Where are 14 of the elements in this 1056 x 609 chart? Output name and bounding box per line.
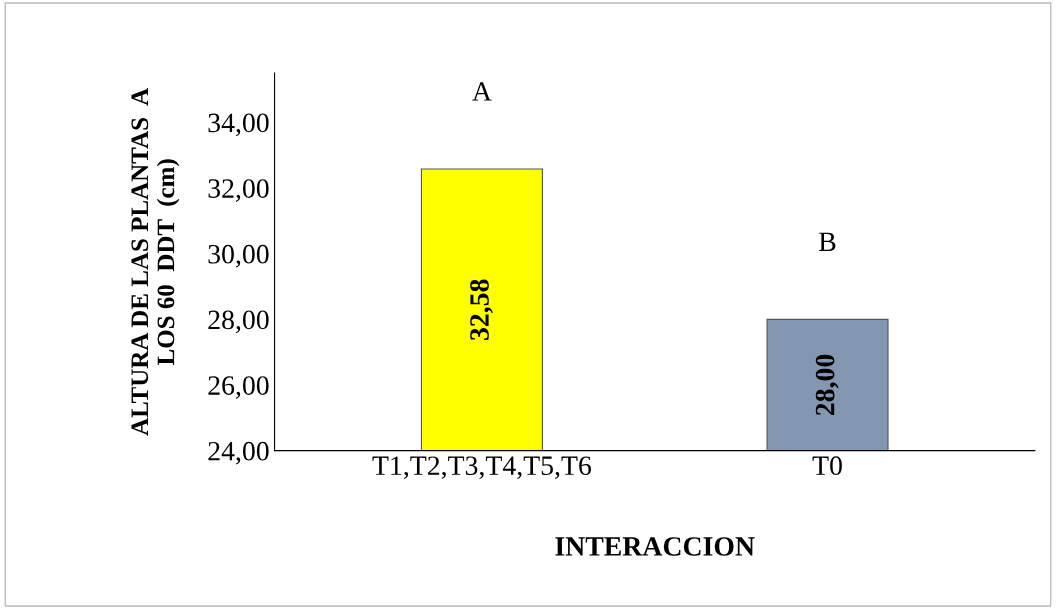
x-tick-label: T1,T2,T3,T4,T5,T6 <box>372 456 592 480</box>
y-axis-title: ALTURA DE LAS PLANTAS A LOS 60 DDT (cm) <box>131 88 180 436</box>
x-axis-title: INTERACCION <box>555 537 755 556</box>
x-tick-label: T0 <box>812 456 842 476</box>
data-label: 32,58 <box>470 279 493 341</box>
y-tick-label: 34,00 <box>208 113 269 137</box>
y-tick-label: 26,00 <box>208 376 269 399</box>
y-tick-label: 30,00 <box>208 244 269 268</box>
annotation: B <box>819 232 836 251</box>
y-tick-label: 24,00 <box>208 441 269 465</box>
annotation: A <box>472 82 492 101</box>
y-tick-label: 28,00 <box>208 310 269 334</box>
data-label: 28,00 <box>815 354 839 416</box>
y-tick-label: 32,00 <box>208 179 269 202</box>
